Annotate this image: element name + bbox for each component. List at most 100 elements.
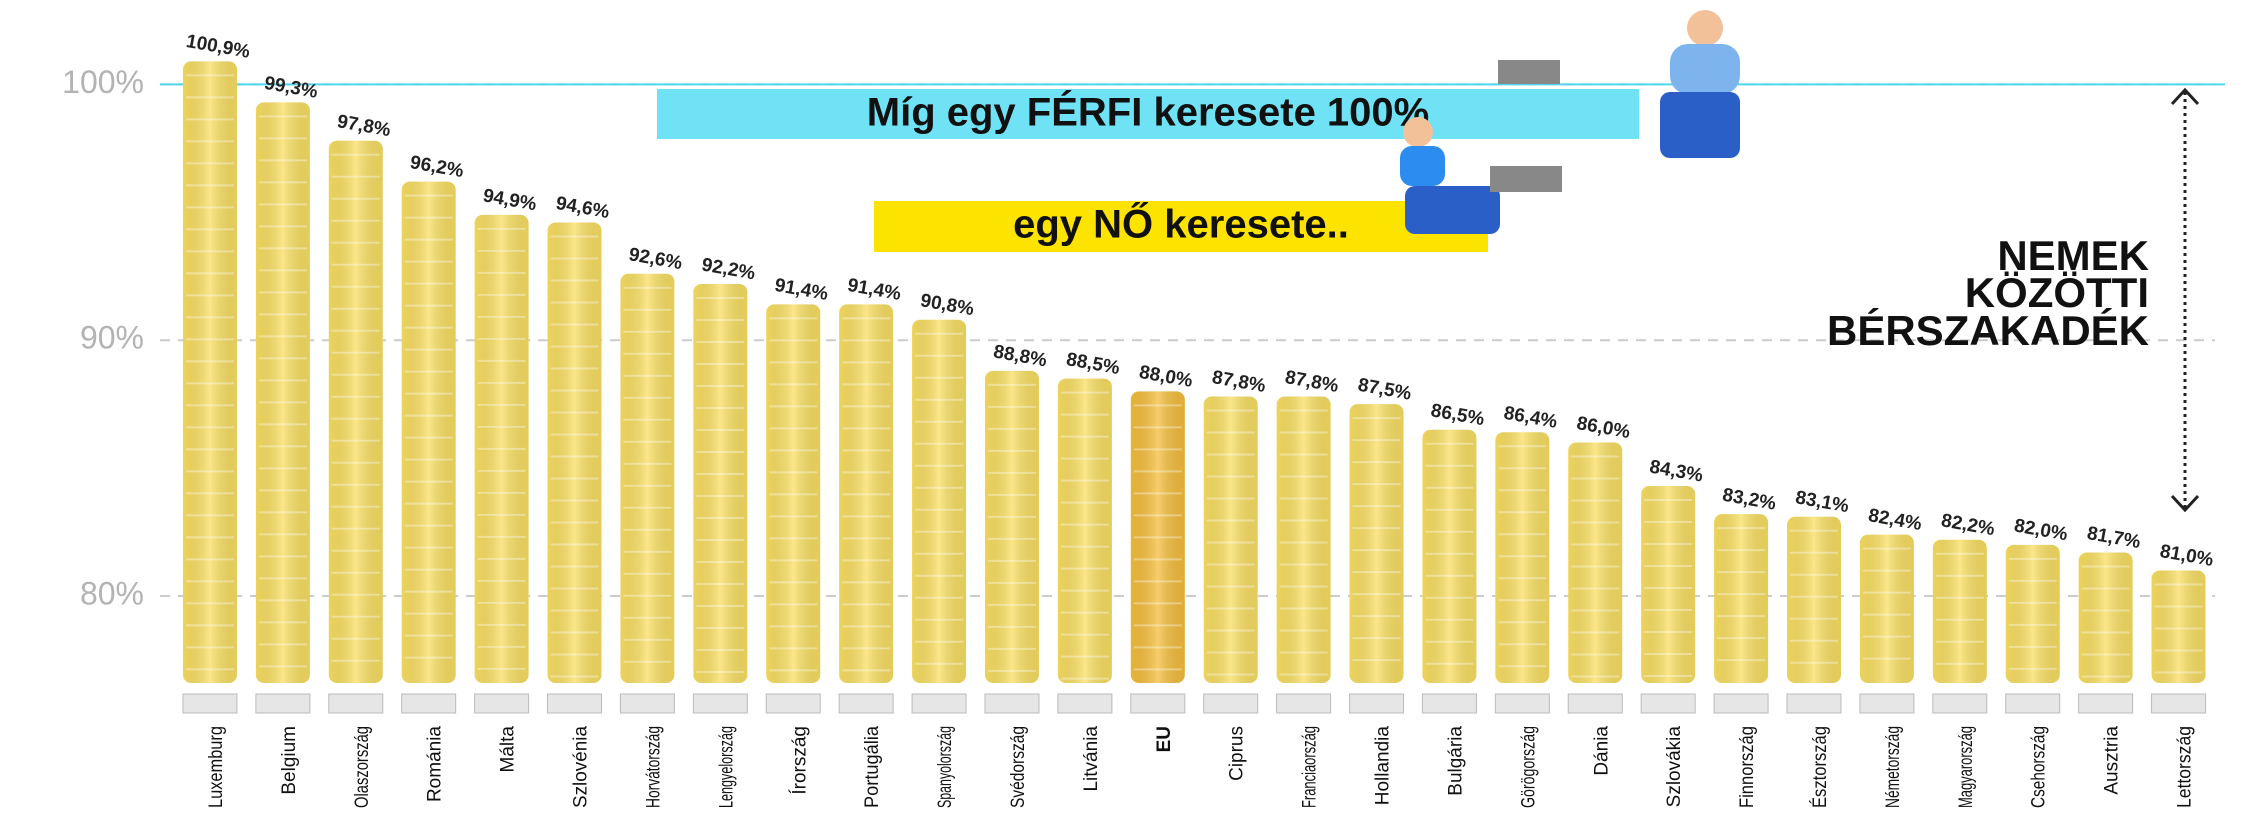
flag <box>1421 693 1477 714</box>
flag <box>619 693 675 714</box>
bar-shade <box>1641 486 1696 683</box>
x-tick-label: Ciprus <box>1227 726 1248 781</box>
bar-shade <box>255 102 310 684</box>
bar-shade <box>2078 552 2133 683</box>
value-label: 88,0% <box>1138 362 1195 392</box>
flag <box>692 693 748 714</box>
gap-annotation: BÉRSZAKADÉK <box>1827 307 2149 354</box>
value-label: 99,3% <box>263 73 320 103</box>
flag <box>911 693 967 714</box>
bar-shade <box>474 214 529 683</box>
value-label: 86,4% <box>1502 403 1559 433</box>
x-tick-label: Szlovénia <box>571 726 592 808</box>
x-tick-label: Svédország <box>1008 726 1029 808</box>
man-figure <box>1498 10 1740 158</box>
value-label: 84,3% <box>1648 457 1705 487</box>
woman-figure <box>1400 117 1562 234</box>
x-tick-label: Hollandia <box>1373 726 1394 806</box>
flag <box>1349 693 1405 714</box>
bar-shade <box>328 140 383 684</box>
bar-shade <box>912 319 967 683</box>
arrow-head <box>2170 87 2200 106</box>
x-tick-label: Csehország <box>2029 726 2050 808</box>
bar-shade <box>839 304 894 683</box>
bar-shade <box>1932 539 1987 683</box>
x-tick-label: Litvánia <box>1081 726 1102 792</box>
bar-shade <box>1130 391 1185 683</box>
x-tick-label: Bulgária <box>1445 726 1466 796</box>
value-label: 86,5% <box>1429 400 1486 430</box>
value-label: 91,4% <box>773 275 830 305</box>
value-label: 88,5% <box>1065 349 1122 379</box>
bar-shade <box>1422 429 1477 683</box>
y-tick-label: 100% <box>62 64 144 100</box>
value-label: 83,1% <box>1794 487 1851 517</box>
flag <box>2151 693 2207 714</box>
flag <box>182 693 238 714</box>
value-label: 91,4% <box>846 275 903 305</box>
x-tick-label: Luxemburg <box>206 726 227 808</box>
value-label: 87,8% <box>1283 367 1340 397</box>
flag <box>474 693 530 714</box>
flag <box>1494 693 1550 714</box>
flag <box>547 693 603 714</box>
value-label: 94,6% <box>554 193 611 223</box>
bar-shade <box>1786 516 1841 683</box>
flag <box>765 693 821 714</box>
x-tick-label: Szlovákia <box>1664 726 1685 808</box>
value-label: 94,9% <box>481 185 538 215</box>
bar-shade <box>693 283 748 683</box>
x-tick-label: Észtország <box>1810 726 1831 808</box>
x-tick-label: Görögország <box>1518 726 1539 808</box>
bar-shade <box>984 370 1039 683</box>
x-tick-label: EU <box>1154 726 1175 752</box>
flag <box>1567 693 1623 714</box>
bar-shade <box>1276 396 1331 683</box>
bar-shade <box>1203 396 1258 683</box>
x-tick-label: Horvátország <box>643 726 664 808</box>
x-tick-label: Lettország <box>2175 726 2196 808</box>
y-tick-label: 90% <box>80 320 144 356</box>
women-box <box>874 201 1488 252</box>
value-label: 100,9% <box>184 31 251 63</box>
bar-shade <box>401 181 456 684</box>
x-tick-label: Ausztria <box>2102 726 2123 795</box>
value-label: 92,6% <box>627 244 684 274</box>
x-tick-label: Málta <box>498 726 519 773</box>
bar-shade <box>1349 404 1404 683</box>
flag <box>1713 693 1769 714</box>
value-label: 82,4% <box>1867 505 1924 535</box>
x-tick-label: Franciaország <box>1300 726 1321 808</box>
value-label: 97,8% <box>336 111 393 141</box>
men-annotation: Míg egy FÉRFI keresete 100% <box>867 90 1429 135</box>
bar-shade <box>1859 534 1914 683</box>
value-label: 82,2% <box>1940 510 1997 540</box>
flag <box>1786 693 1842 714</box>
flag <box>2005 693 2061 714</box>
flag <box>328 693 384 714</box>
value-label: 82,0% <box>2012 515 2069 545</box>
bar-shade <box>620 273 675 683</box>
x-tick-label: Románia <box>425 726 446 802</box>
flag <box>838 693 894 714</box>
value-label: 96,2% <box>408 152 465 182</box>
flag <box>2078 693 2134 714</box>
men-box <box>657 89 1639 139</box>
plot: 80% 90% 100% 100,9% Luxemburg 99,3% Belgium 97,… <box>62 31 2225 808</box>
x-tick-label: Belgium <box>279 726 300 795</box>
gap-annotation: NEMEK <box>1997 232 2149 279</box>
value-label: 88,8% <box>992 341 1049 371</box>
bar-shade <box>2005 544 2060 683</box>
flag <box>255 693 311 714</box>
bar-shade <box>2151 570 2206 683</box>
flag <box>1640 693 1696 714</box>
x-tick-label: Portugália <box>862 726 883 808</box>
x-tick-label: Németország <box>1883 726 1904 808</box>
value-label: 83,2% <box>1721 485 1778 515</box>
value-label: 90,8% <box>919 290 976 320</box>
bar-shade <box>766 304 821 683</box>
y-tick-label: 80% <box>80 575 144 611</box>
bar-shade <box>547 222 602 683</box>
x-tick-label: Dánia <box>1591 726 1612 776</box>
